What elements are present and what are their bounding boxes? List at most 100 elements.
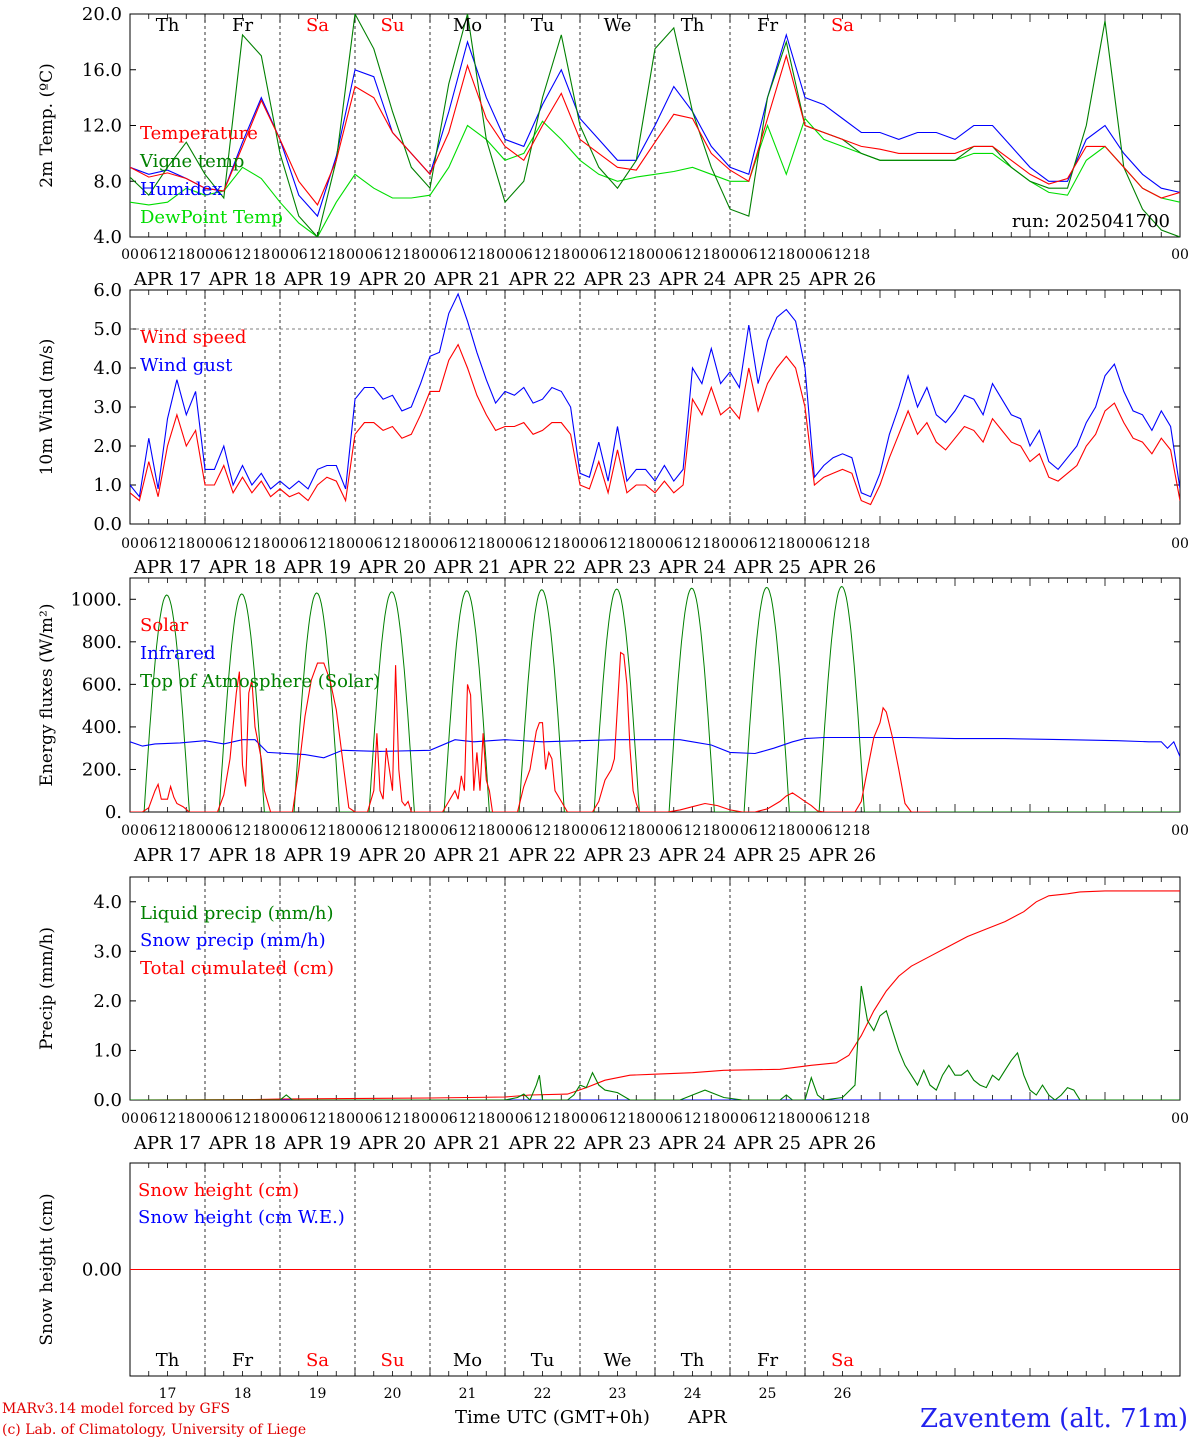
hour-label: 00 (571, 536, 589, 552)
day-name: Mo (453, 15, 482, 36)
date-label: APR 20 (358, 845, 426, 866)
y-tick-label: 1.0 (93, 475, 122, 496)
hour-label: 06 (215, 1111, 233, 1127)
hour-label: 06 (590, 536, 608, 552)
hour-label: 06 (590, 823, 608, 839)
date-label: APR 22 (508, 1133, 576, 1154)
hour-label: 18 (402, 1111, 420, 1127)
date-label: APR 26 (808, 269, 876, 290)
hour-label: 18 (552, 536, 570, 552)
date-label: APR 25 (733, 1133, 801, 1154)
day-name: Fr (232, 1350, 253, 1371)
hour-label: 00 (421, 536, 439, 552)
hour-label: 12 (534, 536, 552, 552)
date-label: APR 21 (433, 845, 501, 866)
hour-label: 06 (515, 247, 533, 263)
hour-label: 12 (534, 823, 552, 839)
y-tick-label: 12.0 (82, 116, 122, 137)
day-name: Fr (757, 1350, 778, 1371)
day-name: Su (381, 1350, 405, 1371)
y-tick-label: 2.0 (93, 991, 122, 1012)
legend-entry: Solar (140, 615, 189, 636)
hour-label: 18 (477, 1111, 495, 1127)
y-axis-label: 10m Wind (m/s) (37, 339, 57, 476)
hour-label: 06 (740, 536, 758, 552)
day-name: Fr (232, 15, 253, 36)
hour-label: 00 (421, 823, 439, 839)
y-tick-label: 4.0 (93, 227, 122, 248)
hour-label: 12 (234, 536, 252, 552)
date-label: APR 17 (133, 1133, 201, 1154)
hour-label: 00 (196, 1111, 214, 1127)
day-number: 17 (159, 1386, 177, 1402)
hour-label: 00 (196, 536, 214, 552)
y-tick-label: 200. (82, 759, 122, 780)
date-label: APR 23 (583, 845, 651, 866)
y-tick-label: 1000. (70, 589, 122, 610)
date-label: APR 24 (658, 269, 726, 290)
hour-label: 00 (271, 247, 289, 263)
hour-label: 00 (121, 247, 139, 263)
y-tick-label: 3.0 (93, 941, 122, 962)
series-total-cumulated-cm- (130, 890, 1180, 1100)
hour-label: 12 (159, 536, 177, 552)
hour-label: 12 (609, 247, 627, 263)
hour-label: 12 (684, 536, 702, 552)
hour-label: 18 (627, 823, 645, 839)
date-label: APR 20 (358, 269, 426, 290)
hour-label: 18 (852, 1111, 870, 1127)
hour-label: 18 (252, 247, 270, 263)
hour-label: 00 (271, 823, 289, 839)
y-tick-label: 4.0 (93, 358, 122, 379)
legend-entry: DewPoint Temp (140, 207, 283, 228)
hour-label: 12 (609, 536, 627, 552)
y-tick-label: 3.0 (93, 397, 122, 418)
hour-label: 18 (627, 247, 645, 263)
hour-label: 06 (815, 247, 833, 263)
y-axis-label: Energy fluxes (W/m²) (37, 604, 57, 787)
hour-label: 06 (365, 536, 383, 552)
hour-label: 00 (271, 1111, 289, 1127)
series-wind-gust (130, 292, 1180, 499)
hour-label: 00 (646, 823, 664, 839)
hour-label: 00 (796, 823, 814, 839)
day-number: 22 (534, 1386, 552, 1402)
date-label: APR 24 (658, 845, 726, 866)
hour-label: 18 (702, 536, 720, 552)
date-label: APR 25 (733, 269, 801, 290)
hour-label: 18 (777, 823, 795, 839)
hour-label: 00 (121, 1111, 139, 1127)
panel-wind: 0.0 1.0 2.0 3.0 4.0 5.0 6.0 10m Wind (m/s) Wind … (37, 280, 1189, 578)
hour-label: 00 (721, 247, 739, 263)
hour-label: 00 (496, 536, 514, 552)
date-label: APR 18 (208, 1133, 276, 1154)
series-liquid-precip-mm-h- (130, 985, 1180, 1100)
hour-label: 06 (815, 823, 833, 839)
panel-snow: 0.00 Snow height (cm) Snow height (cm) Snow… (37, 1162, 1181, 1402)
hour-label: 18 (852, 536, 870, 552)
hour-label: 18 (252, 823, 270, 839)
hour-label: 00 (346, 536, 364, 552)
date-label: APR 24 (658, 557, 726, 578)
hour-label: 12 (384, 1111, 402, 1127)
hour-label: 06 (515, 823, 533, 839)
legend-entry: Top of Atmosphere (Solar) (140, 671, 380, 692)
hour-label: 00 (121, 823, 139, 839)
hour-label: 00 (571, 247, 589, 263)
hour-label: 18 (702, 247, 720, 263)
hour-label: 06 (740, 247, 758, 263)
hour-label: 06 (365, 823, 383, 839)
y-axis-label: Precip (mm/h) (37, 927, 57, 1050)
hour-label: 00 (196, 247, 214, 263)
hour-label: 18 (402, 247, 420, 263)
hour-label: 12 (234, 823, 252, 839)
date-label: APR 20 (358, 557, 426, 578)
y-tick-label: 0. (105, 802, 122, 823)
hour-label: 00 (721, 1111, 739, 1127)
hour-label: 12 (309, 1111, 327, 1127)
hour-label: 00 (1171, 536, 1189, 552)
legend-entry: Snow precip (mm/h) (140, 930, 326, 951)
hour-label: 18 (327, 536, 345, 552)
legend-entry: Wind gust (140, 355, 233, 376)
